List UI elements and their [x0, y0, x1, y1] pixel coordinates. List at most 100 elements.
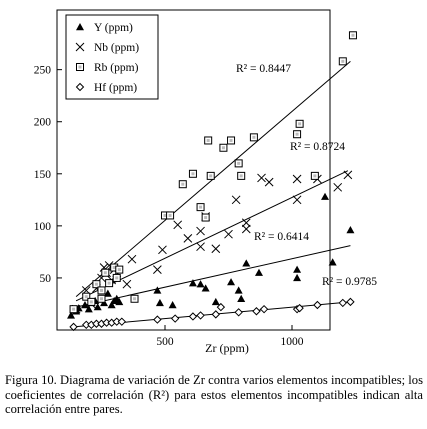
point-rb [249, 133, 258, 142]
point-rb [338, 57, 347, 66]
point-rb [204, 136, 213, 145]
x-tick-label: 500 [156, 336, 174, 348]
legend-label: Y (ppm) [94, 22, 133, 34]
point-rb [82, 292, 91, 301]
point-nb [173, 220, 183, 230]
point-hf [211, 310, 221, 319]
point-y [115, 297, 124, 306]
point-y [107, 301, 116, 309]
point-rb [219, 143, 228, 152]
point-rb [178, 180, 187, 189]
square-inner [115, 276, 119, 280]
point-rb [310, 171, 319, 180]
x-stroke [333, 182, 343, 192]
point-rb [115, 265, 124, 274]
point-rb [105, 279, 114, 288]
square-inner [341, 59, 345, 63]
x-stroke [122, 279, 132, 289]
point-y [153, 286, 162, 294]
x-tick-label: 1000 [281, 336, 304, 348]
square-inner [94, 282, 98, 286]
square-inner [181, 182, 185, 186]
point-hf [117, 317, 127, 326]
x-stroke [224, 229, 233, 239]
point-y [201, 284, 210, 292]
point-y [242, 259, 251, 267]
legend-marker [75, 82, 85, 92]
square-inner [78, 65, 82, 69]
square-inner [295, 132, 299, 136]
x-stroke [241, 218, 251, 228]
point-nb [211, 244, 221, 254]
point-nb [343, 170, 353, 180]
point-rb [196, 203, 205, 212]
square-inner [100, 288, 103, 292]
square-inner [239, 174, 243, 178]
point-rb [166, 211, 175, 220]
x-stroke [158, 245, 167, 255]
y-tick-label: 200 [34, 117, 52, 129]
point-rb [69, 305, 78, 314]
x-stroke [292, 195, 302, 205]
legend: Y (ppm) Nb (ppm) Rb (ppm) Hf (ppm) [65, 14, 159, 100]
legend-label: Rb (ppm) [94, 62, 139, 74]
point-rb [97, 286, 106, 295]
point-nb [122, 279, 132, 289]
point-rb [112, 273, 121, 282]
point-nb [333, 182, 343, 192]
square-inner [72, 307, 76, 311]
square-inner [351, 33, 355, 37]
point-hf [196, 311, 205, 320]
legend-marker [75, 42, 85, 52]
legend-label: Nb (ppm) [94, 42, 139, 54]
point-nb [231, 195, 241, 205]
point-y [234, 286, 243, 294]
point-y [103, 289, 112, 297]
point-rb [97, 294, 106, 303]
x-stroke [211, 244, 221, 254]
square-inner [133, 297, 137, 301]
r2-label-y: R² = 0.6414 [254, 231, 309, 243]
square-inner [221, 146, 225, 150]
square-inner [103, 271, 107, 275]
point-hf [216, 302, 226, 312]
x-stroke [173, 220, 183, 230]
square-inner [204, 216, 208, 220]
point-y [211, 297, 220, 306]
point-nb [264, 177, 274, 187]
square-inner [107, 281, 111, 285]
point-hf [153, 315, 162, 324]
point-rb [101, 268, 110, 277]
point-hf [313, 300, 322, 310]
point-rb [188, 169, 197, 178]
point-y [254, 268, 263, 276]
point-y [80, 301, 89, 309]
figure-caption: Figura 10. Diagrama de variación de Zr c… [5, 373, 423, 417]
square-inner [84, 295, 88, 299]
r2-label-rb: R² = 0.8447 [236, 63, 291, 75]
y-tick-label: 100 [34, 221, 52, 233]
square-inner [229, 138, 233, 142]
x-stroke [264, 177, 274, 187]
square-inner [237, 161, 241, 165]
point-nb [196, 242, 205, 252]
square-inner [89, 300, 93, 304]
x-stroke [104, 261, 114, 270]
point-y [328, 258, 337, 266]
point-rb [348, 31, 357, 40]
x-stroke [292, 174, 302, 184]
point-y [293, 265, 302, 273]
point-rb [92, 280, 101, 289]
square-inner [209, 174, 213, 178]
x-stroke [183, 234, 193, 243]
point-y [293, 273, 302, 282]
point-hf [188, 312, 198, 321]
point-hf [295, 303, 304, 313]
point-hf [234, 308, 243, 317]
square-inner [163, 213, 167, 217]
legend-marker [76, 63, 84, 71]
plot-frame [56, 9, 331, 331]
point-y [321, 192, 330, 200]
point-y [168, 301, 177, 309]
